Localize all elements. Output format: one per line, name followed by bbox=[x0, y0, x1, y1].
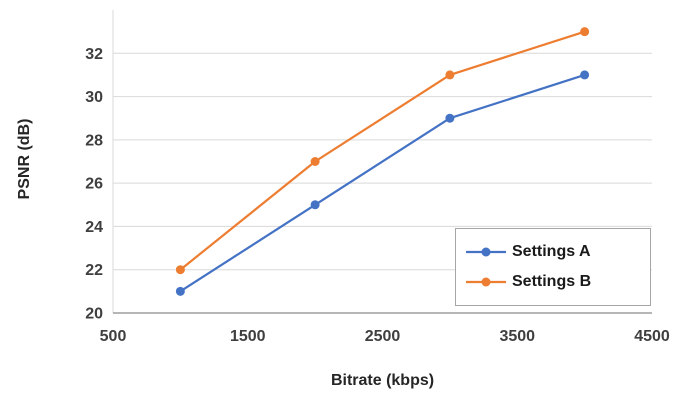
y-tick-label: 20 bbox=[85, 306, 103, 323]
y-tick-label: 24 bbox=[85, 219, 103, 236]
x-tick-label: 1500 bbox=[230, 328, 266, 345]
y-tick-label: 32 bbox=[85, 46, 103, 63]
y-tick-label: 22 bbox=[85, 262, 103, 279]
data-point-marker bbox=[310, 200, 320, 210]
x-tick-label: 500 bbox=[100, 328, 127, 345]
legend-label-settings-a: Settings A bbox=[512, 243, 591, 260]
legend-line-marker-icon bbox=[466, 277, 506, 287]
legend-line-marker-icon bbox=[466, 247, 506, 257]
data-point-marker bbox=[175, 286, 185, 296]
y-tick-label: 30 bbox=[85, 89, 103, 106]
y-axis-title: PSNR (dB) bbox=[16, 118, 33, 200]
legend-label-settings-b: Settings B bbox=[512, 273, 592, 290]
data-point-marker bbox=[175, 265, 185, 275]
x-tick-label: 4500 bbox=[634, 328, 670, 345]
data-point-marker bbox=[580, 27, 590, 37]
legend-item-settings-b: Settings B bbox=[456, 273, 650, 291]
x-tick-label: 3500 bbox=[499, 328, 535, 345]
series-line bbox=[179, 73, 586, 293]
series-line bbox=[179, 30, 586, 271]
data-point-marker bbox=[445, 70, 455, 80]
x-axis-title: Bitrate (kbps) bbox=[330, 372, 435, 389]
y-tick-label: 26 bbox=[85, 176, 103, 193]
y-tick-label: 28 bbox=[85, 132, 103, 149]
data-point-marker bbox=[310, 157, 320, 166]
data-point-marker bbox=[580, 70, 590, 80]
data-point-marker bbox=[445, 113, 455, 123]
legend: Settings A Settings B bbox=[455, 228, 651, 306]
legend-item-settings-a: Settings A bbox=[456, 243, 650, 261]
x-tick-label: 2500 bbox=[365, 328, 401, 345]
